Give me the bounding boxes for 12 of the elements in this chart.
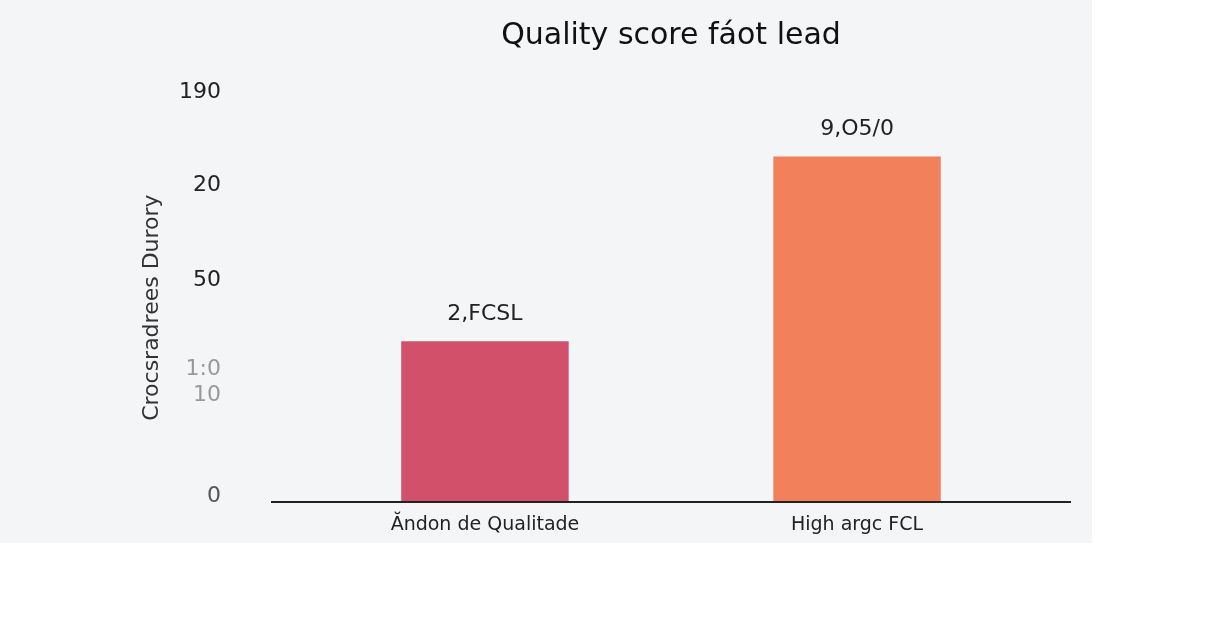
text: 20 — [193, 171, 221, 196]
text: 0 — [207, 482, 221, 507]
annotation: 9,O5/0 — [820, 115, 894, 141]
text: 50 — [193, 266, 221, 291]
text: 190 — [179, 78, 221, 103]
chart-title: Quality score fáot lead — [501, 16, 841, 51]
text: 10 — [193, 381, 221, 406]
annotation: 2,FCSL — [447, 300, 524, 326]
x-tick-label: Ăndon de Qualitade — [390, 510, 580, 534]
y-axis-title: Crocsradrees Durory — [138, 194, 163, 421]
text: 1:0 — [185, 355, 221, 380]
x-tick-label: High argc FCL — [790, 511, 924, 534]
